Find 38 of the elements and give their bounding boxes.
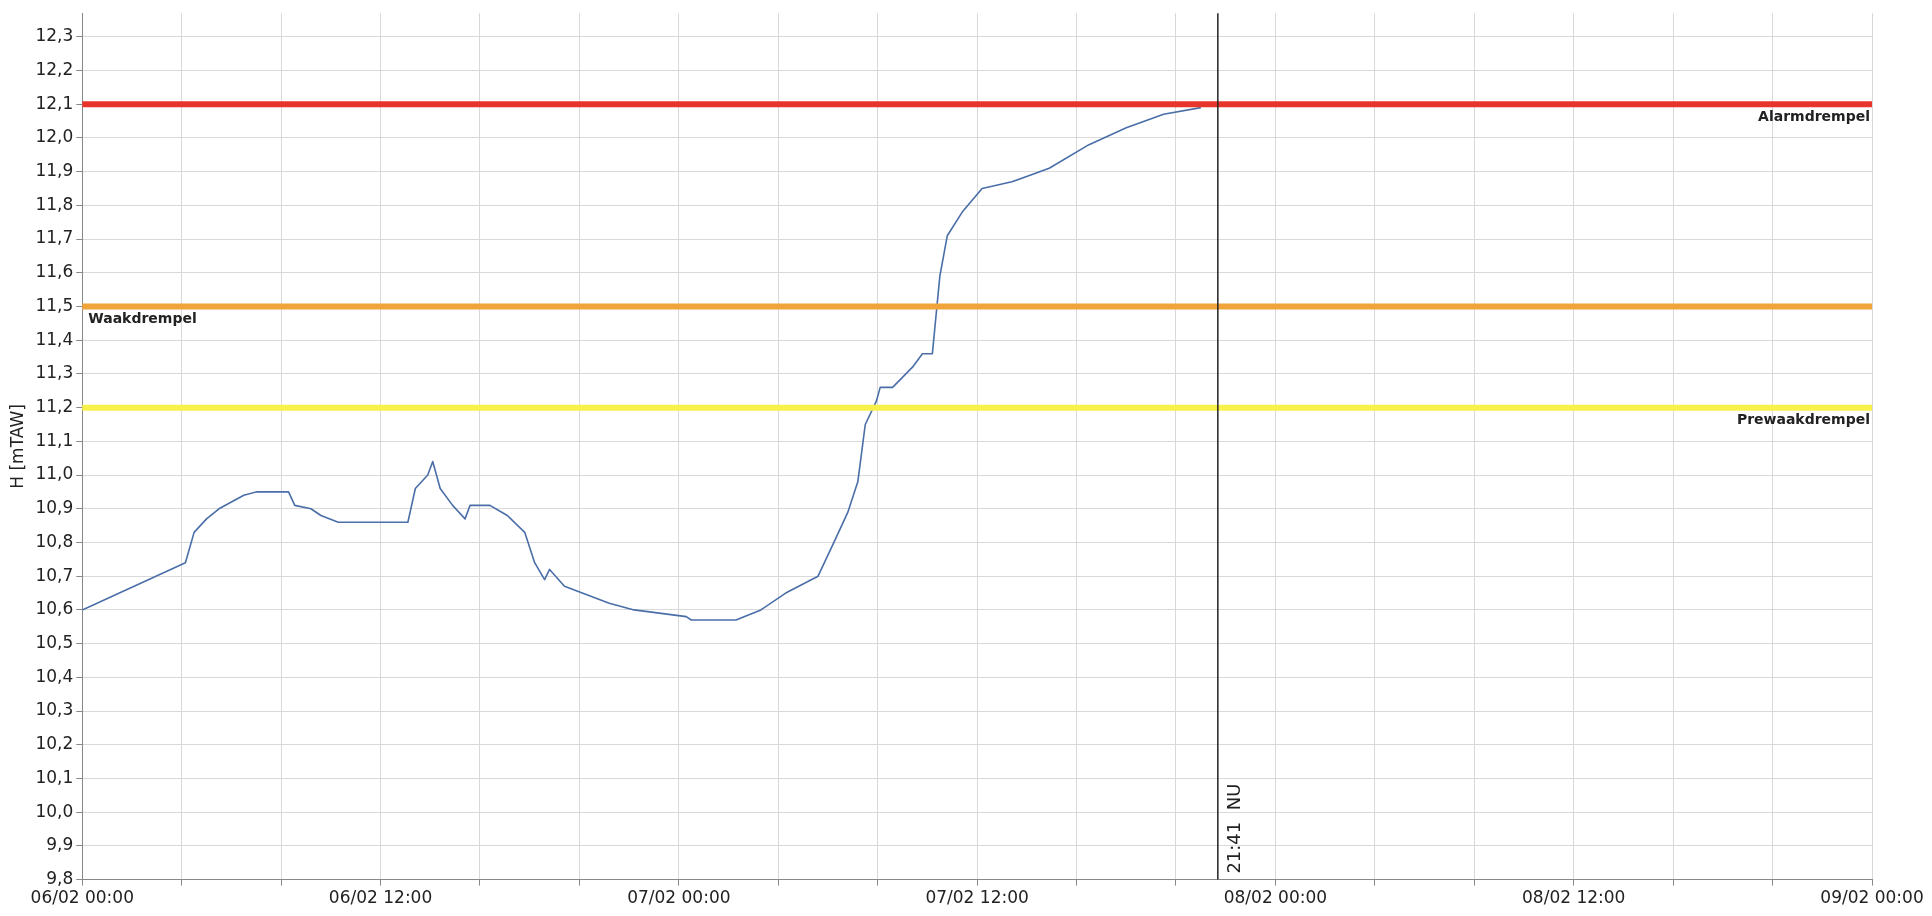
x-tick-label: 07/02 00:00: [627, 887, 731, 908]
y-tick-label: 10,6: [35, 598, 74, 619]
ref-line-label: Alarmdrempel: [1758, 107, 1870, 124]
x-tick-label: 06/02 12:00: [328, 887, 433, 908]
y-tick-label: 10,0: [35, 800, 74, 821]
y-tick-label: 11,1: [35, 429, 74, 450]
x-tick-label: 08/02 12:00: [1522, 887, 1626, 908]
y-tick-label: 10,5: [35, 632, 74, 653]
y-tick-label: 12,1: [35, 92, 74, 113]
y-tick-label: 10,9: [35, 497, 74, 518]
y-axis-title: H [mTAW]: [6, 404, 27, 489]
y-tick-label: 11,2: [35, 396, 74, 417]
ref-line-label: Prewaakdrempel: [1736, 411, 1870, 428]
x-tick-label: 09/02 00:00: [1820, 887, 1924, 908]
y-tick-label: 10,1: [35, 766, 74, 787]
y-tick-label: 12,3: [35, 25, 74, 46]
y-tick-label: 10,8: [35, 530, 74, 551]
y-tick-label: 9,9: [46, 834, 74, 855]
y-tick-label: 11,3: [35, 362, 74, 383]
y-tick-label: 9,8: [46, 868, 74, 889]
y-tick-label: 11,7: [35, 227, 74, 248]
y-tick-label: 11,8: [35, 193, 74, 214]
x-tick-label: 08/02 00:00: [1223, 887, 1328, 908]
y-tick-label: 12,0: [35, 126, 74, 147]
y-tick-label: 11,5: [35, 294, 74, 315]
y-tick-label: 10,3: [35, 699, 74, 720]
y-tick-label: 11,6: [35, 261, 74, 282]
y-tick-label: 10,4: [35, 665, 74, 686]
y-tick-label: 11,0: [35, 463, 74, 484]
y-tick-label: 10,7: [35, 564, 74, 585]
ref-line-label: 21:41 NU: [1222, 783, 1244, 874]
y-tick-label: 11,9: [35, 160, 74, 181]
x-tick-label: 07/02 12:00: [925, 887, 1029, 908]
y-tick-label: 11,4: [35, 328, 74, 349]
y-tick-label: 10,2: [35, 733, 74, 754]
y-tick-label: 12,2: [35, 58, 74, 79]
x-tick-label: 06/02 00:00: [30, 887, 134, 908]
ref-line-label: Waakdrempel: [88, 310, 197, 327]
